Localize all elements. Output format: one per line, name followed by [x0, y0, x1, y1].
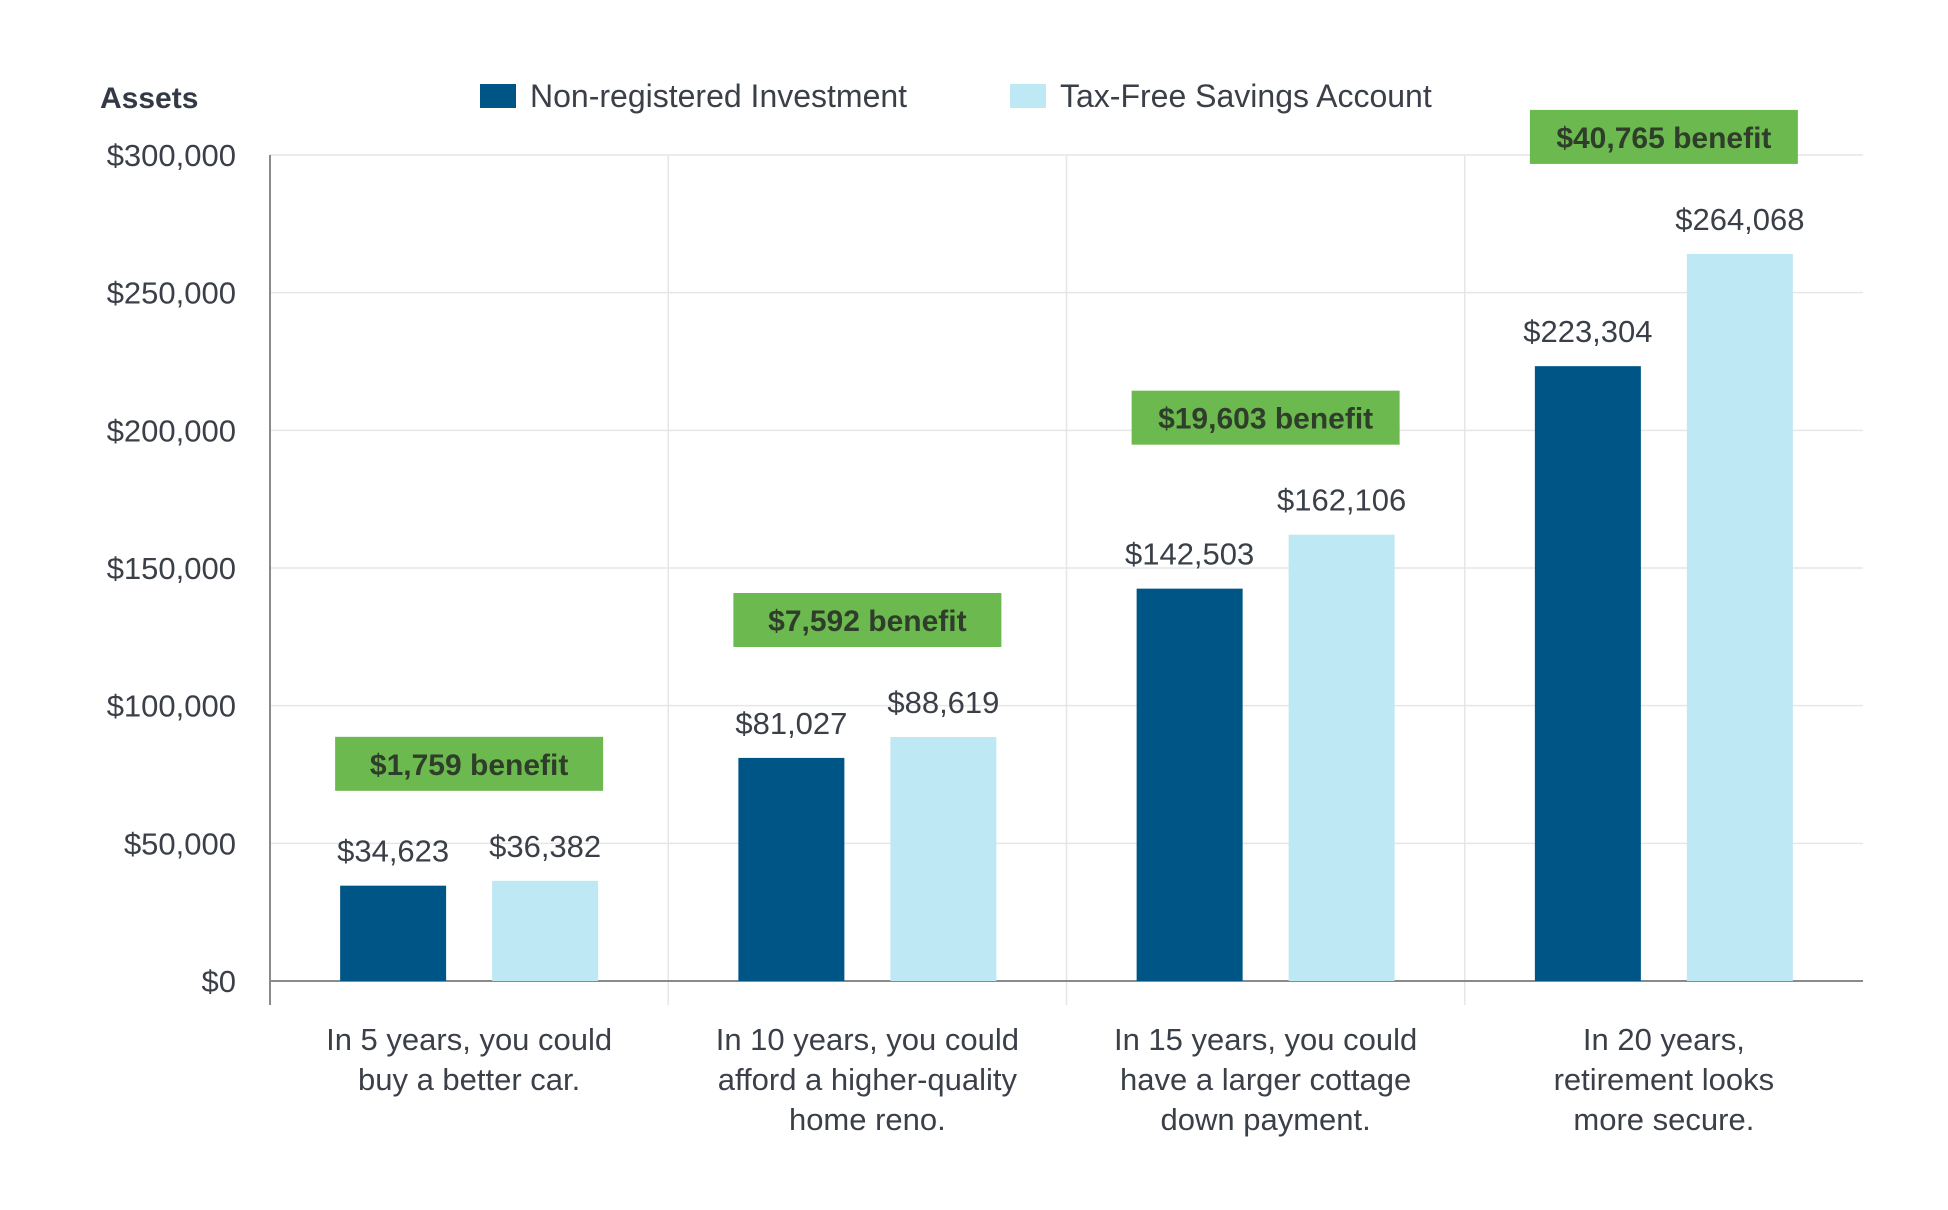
y-tick-label: $0	[202, 964, 236, 999]
bar-value-label: $88,619	[887, 685, 999, 720]
x-category-label: In 5 years, you could buy a better car.	[326, 1022, 612, 1097]
bar	[340, 885, 447, 981]
benefit-label: $19,603 benefit	[1158, 403, 1373, 436]
bars-layer	[340, 253, 1793, 982]
x-category-label-line: down payment.	[1161, 1102, 1371, 1137]
benefit-badge	[1529, 109, 1798, 164]
benefit-annotation: $40,765 benefit	[1529, 109, 1798, 164]
bar	[492, 880, 599, 981]
y-tick-label: $250,000	[107, 276, 236, 311]
labels-layer: $0 $50,000 $100,000 $150,000 $200,000 $250,00…	[107, 109, 1805, 1137]
bar-value-label: $142,503	[1125, 537, 1254, 572]
x-category-label-line: retirement looks	[1554, 1062, 1775, 1097]
bar	[738, 757, 845, 981]
bar	[1288, 534, 1395, 981]
x-category-label: In 10 years, you could afford a higher-qu…	[716, 1022, 1019, 1137]
legend-label: Non-registered Investment	[530, 78, 907, 114]
legend-label: Tax-Free Savings Account	[1060, 78, 1432, 114]
legend-item: Non-registered Investment	[480, 78, 907, 114]
bar-value-label: $223,304	[1523, 314, 1652, 349]
x-category-label-line: In 5 years, you could	[326, 1022, 612, 1057]
y-tick-label: $200,000	[107, 413, 236, 448]
bar-value-label: $264,068	[1675, 202, 1804, 237]
benefit-label: $7,592 benefit	[768, 605, 966, 638]
bar-value-label: $36,382	[489, 829, 601, 864]
benefit-annotation: $1,759 benefit	[335, 736, 604, 791]
x-category-label: In 20 years, retirement looks more secure.	[1554, 1022, 1775, 1137]
benefit-label: $40,765 benefit	[1556, 122, 1771, 155]
benefit-annotation: $7,592 benefit	[733, 593, 1002, 648]
legend: Non-registered Investment Tax-Free Saving…	[480, 78, 1432, 114]
bar	[1534, 366, 1641, 981]
legend-swatch	[1010, 84, 1046, 108]
benefit-label: $1,759 benefit	[370, 749, 568, 782]
x-category-label-line: In 20 years,	[1583, 1022, 1745, 1057]
y-tick-label: $50,000	[124, 826, 236, 861]
x-category-label-line: afford a higher-quality	[718, 1062, 1018, 1097]
bar-value-label: $81,027	[735, 706, 847, 741]
y-axis-title: Assets	[100, 82, 198, 115]
bar-value-label: $34,623	[337, 834, 449, 869]
legend-item: Tax-Free Savings Account	[1010, 78, 1432, 114]
legend-swatch	[480, 84, 516, 108]
x-category-label-line: buy a better car.	[358, 1062, 580, 1097]
y-tick-label: $150,000	[107, 551, 236, 586]
x-category-label-line: home reno.	[789, 1102, 946, 1137]
bar-value-label: $162,106	[1277, 483, 1406, 518]
x-category-label-line: In 15 years, you could	[1114, 1022, 1417, 1057]
benefit-badge	[733, 593, 1002, 648]
y-tick-label: $100,000	[107, 689, 236, 724]
benefit-annotation: $19,603 benefit	[1131, 390, 1400, 445]
bar	[890, 737, 997, 981]
benefit-badge	[335, 736, 604, 791]
x-category-label-line: have a larger cottage	[1120, 1062, 1411, 1097]
benefit-badge	[1131, 390, 1400, 445]
grid-layer	[270, 154, 1863, 1005]
x-category-label-line: In 10 years, you could	[716, 1022, 1019, 1057]
x-category-label: In 15 years, you could have a larger cott…	[1114, 1022, 1417, 1137]
bar	[1686, 253, 1793, 982]
y-tick-label: $300,000	[107, 138, 236, 173]
bar	[1136, 588, 1243, 981]
x-category-label-line: more secure.	[1573, 1102, 1754, 1137]
